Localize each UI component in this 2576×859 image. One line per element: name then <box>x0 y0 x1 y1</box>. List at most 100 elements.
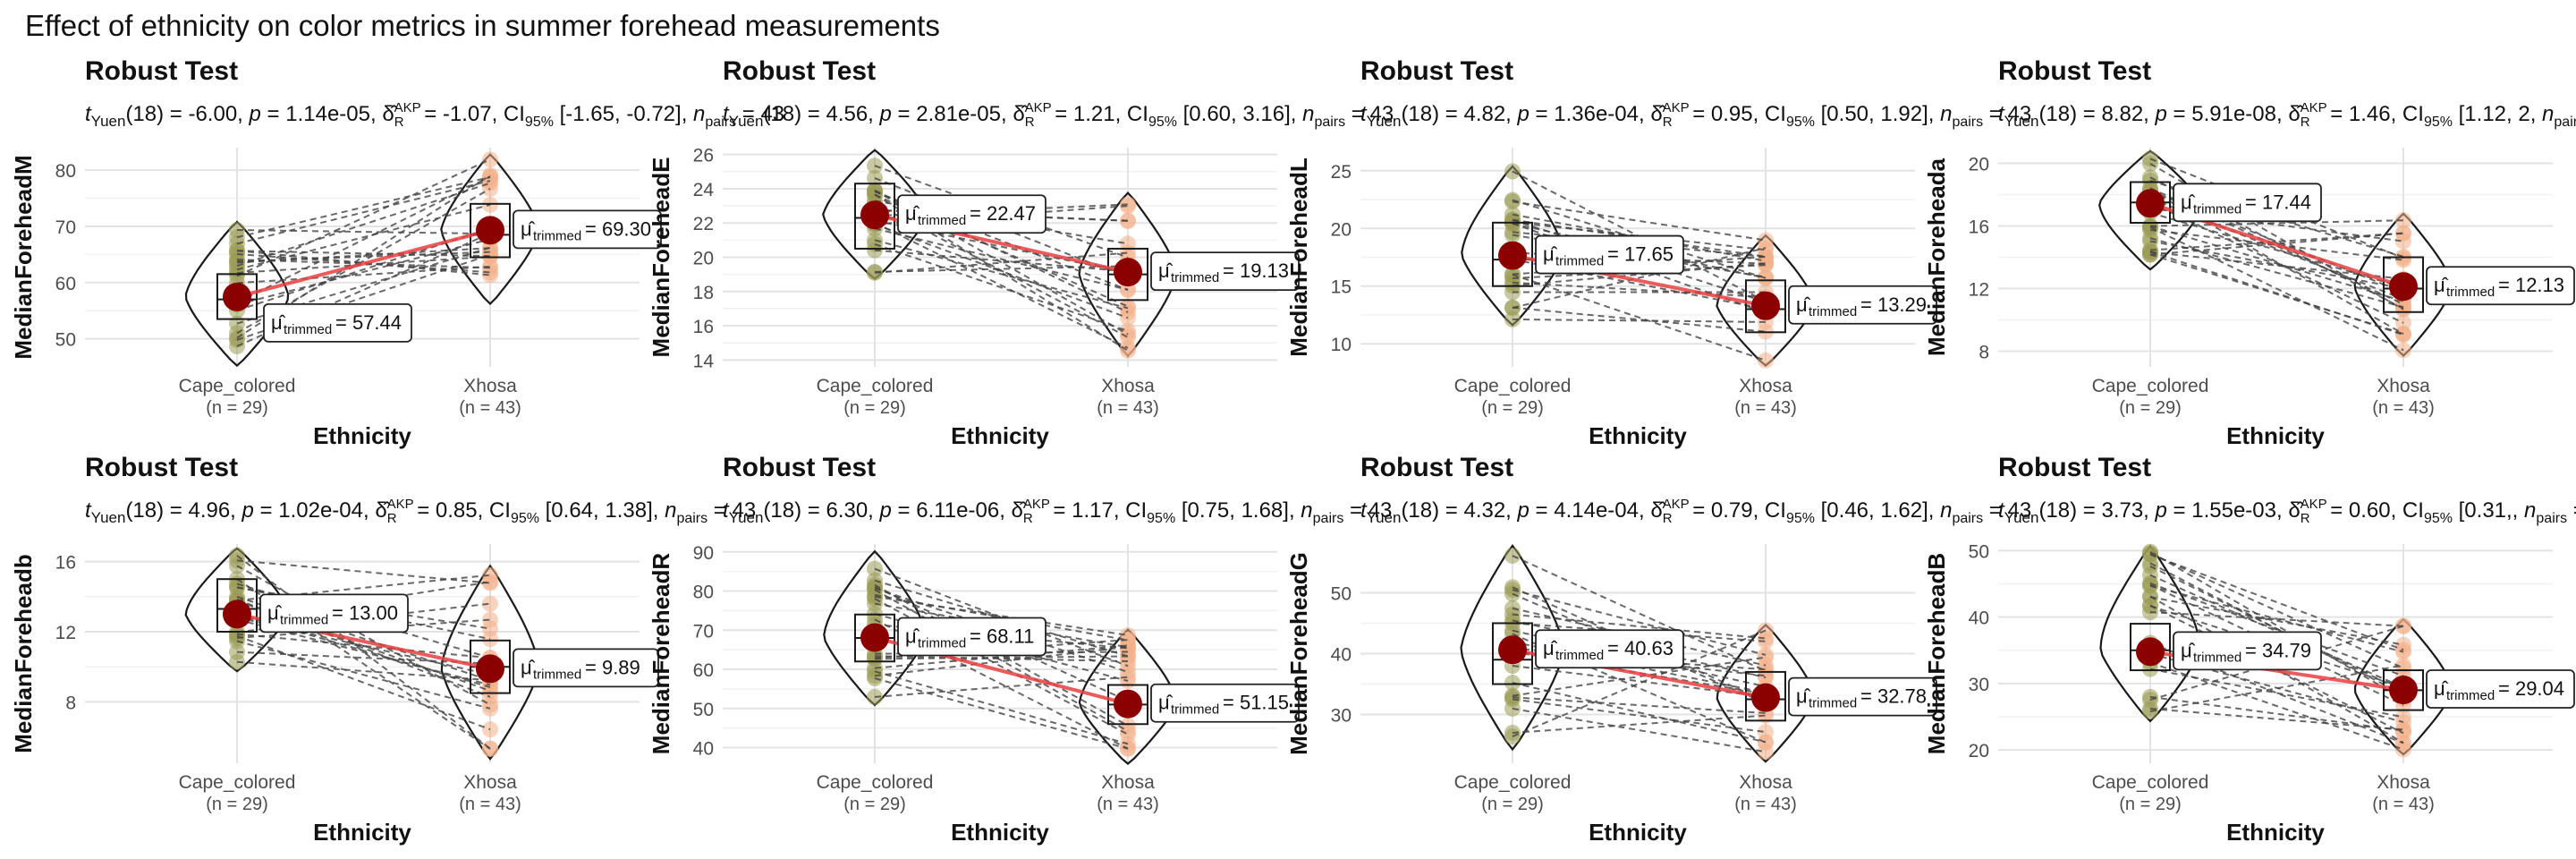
x-tick-label: Xhosa <box>463 772 517 793</box>
mean-label-box <box>1788 676 1937 717</box>
mean-label: μ̂ trimmed = 34.79 <box>2173 631 2322 671</box>
mean-label-sub: trimmed <box>1171 702 1219 718</box>
data-point <box>1758 724 1774 741</box>
data-point <box>1120 664 1136 681</box>
pair-line <box>236 175 491 239</box>
y-tick-label: 70 <box>693 621 714 642</box>
mean-point <box>223 600 251 629</box>
x-axis-title: Ethnicity <box>313 422 411 449</box>
x-tick-label: Xhosa <box>2377 376 2430 396</box>
pair-line <box>1512 273 1767 361</box>
pair-line <box>2149 574 2404 689</box>
mean-label-sub: trimmed <box>2193 650 2241 665</box>
data-point <box>2395 225 2411 242</box>
y-axis-title: MedianForeheadM <box>10 155 37 359</box>
pair-line <box>874 677 1129 750</box>
y-tick-label: 80 <box>693 583 714 603</box>
y-tick-label: 20 <box>693 249 714 269</box>
x-tick-label: Cape_colored <box>179 376 296 396</box>
mean-label-box <box>513 648 659 688</box>
mean-label-value: = 12.13 <box>2498 274 2564 296</box>
mean-label-mu: μ̂ <box>1543 637 1558 659</box>
pair-line <box>874 670 1129 745</box>
y-axis-title: MedianForeheadG <box>1285 552 1312 755</box>
data-point <box>2395 617 2411 634</box>
x-tick-label: Cape_colored <box>1454 376 1572 396</box>
mean-label-mu: μ̂ <box>521 656 536 678</box>
pair-line <box>2149 211 2404 289</box>
mean-label-sub: trimmed <box>2446 688 2495 703</box>
pair-line <box>1512 555 1767 672</box>
mean-point <box>2136 189 2165 218</box>
mean-label: μ̂ trimmed = 17.65 <box>1535 234 1684 275</box>
data-point <box>482 595 498 612</box>
y-tick-label: 24 <box>693 180 715 200</box>
pair-line <box>1512 682 1767 744</box>
mean-label-value: = 9.89 <box>585 656 640 678</box>
pair-line <box>236 203 491 271</box>
box <box>2383 256 2424 313</box>
y-axis-title: MedianForeheadb <box>10 554 37 753</box>
mean-point <box>1114 689 1142 719</box>
mean-label-mu: μ̂ <box>1158 692 1174 714</box>
mean-label-box <box>259 593 409 634</box>
y-tick-label: 80 <box>55 161 76 182</box>
pair-line <box>236 238 491 306</box>
mean-label-sub: trimmed <box>2193 201 2241 217</box>
stat-subtitle: tYuen(18) = 4.96, p = 1.02e-04, δ̂AKP R =… <box>85 497 756 526</box>
y-tick-label: 26 <box>693 146 714 166</box>
pair-line <box>2149 562 2404 696</box>
violin-xhosa <box>1078 191 1178 358</box>
mean-label-value: = 17.65 <box>1607 243 1674 266</box>
mean-label-sub: trimmed <box>1809 304 1857 319</box>
box <box>1492 221 1533 287</box>
data-point <box>1120 298 1136 315</box>
stat-subtitle: tYuen(18) = -6.00, p = 1.14e-05, δ̂AKP R … <box>85 100 784 130</box>
x-tick-label: Cape_colored <box>2092 376 2209 396</box>
pair-line <box>874 193 1129 352</box>
pair-line <box>1512 589 1767 656</box>
mean-label-value: = 51.15 <box>1223 692 1289 714</box>
mean-label-box <box>2426 669 2575 709</box>
data-point <box>1758 242 1774 259</box>
mean-point <box>1751 291 1780 320</box>
mean-label: μ̂ trimmed = 69.30 <box>513 209 662 250</box>
mean-label-box <box>897 194 1046 234</box>
data-point <box>1758 707 1774 724</box>
pair-line <box>2149 661 2404 751</box>
mean-label-box <box>1150 683 1300 723</box>
mean-label: μ̂ trimmed = 29.04 <box>2426 669 2575 709</box>
box <box>2130 623 2171 672</box>
data-point <box>482 574 498 591</box>
mean-point <box>476 216 504 245</box>
mean-label-box <box>1788 285 1937 325</box>
x-tick-label: Xhosa <box>463 376 517 396</box>
pair-line <box>1512 629 1767 737</box>
x-tick-count: (n = 43) <box>1097 398 1158 418</box>
x-tick-count: (n = 43) <box>2372 795 2434 814</box>
mean-label-box <box>897 617 1046 657</box>
y-axis-title: MedianForeheadL <box>1285 157 1312 357</box>
mean-point <box>2136 637 2165 667</box>
mean-point <box>2389 272 2418 302</box>
mean-label-value: = 40.63 <box>1607 637 1674 659</box>
stat-subtitle: tYuen(18) = 6.30, p = 6.11e-06, δ̂AKP R =… <box>723 497 1392 526</box>
mean-label-box <box>263 302 412 343</box>
mean-point <box>2389 676 2418 705</box>
pair-line <box>2149 226 2404 352</box>
mean-label-box <box>513 209 662 250</box>
y-tick-label: 60 <box>693 660 714 681</box>
mean-label-mu: μ̂ <box>905 625 920 648</box>
mean-label: μ̂ trimmed = 13.29 <box>1788 285 1937 325</box>
y-tick-label: 40 <box>693 739 714 760</box>
figure-title: Effect of ethnicity on color metrics in … <box>25 9 940 42</box>
pair-line <box>874 239 1129 310</box>
mean-label-sub: trimmed <box>1555 648 1604 663</box>
mean-label-mu: μ̂ <box>271 311 286 334</box>
stat-subtitle: tYuen(18) = 8.82, p = 5.91e-08, δ̂AKP R =… <box>1998 100 2576 130</box>
mean-label-value: = 29.04 <box>2498 677 2564 700</box>
